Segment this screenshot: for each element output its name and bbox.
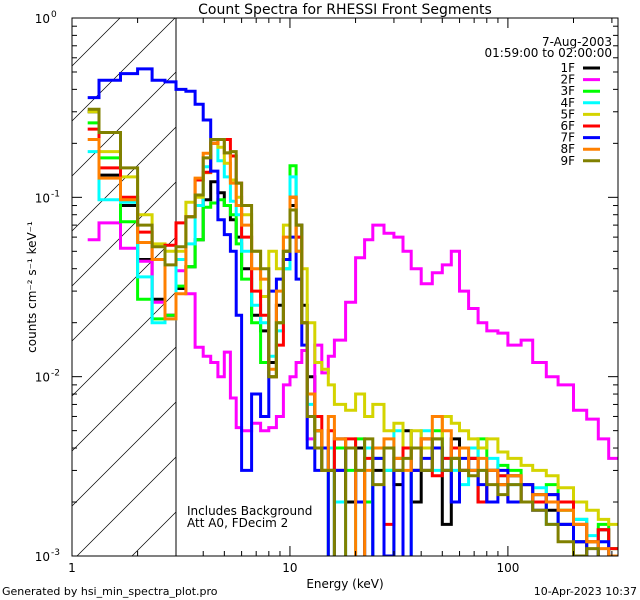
series-9F — [87, 107, 600, 556]
legend-label-8F: 8F — [560, 142, 575, 156]
hatch-line — [76, 456, 176, 556]
y-axis-label: counts cm⁻² s⁻¹ keV⁻¹ — [25, 221, 39, 353]
y-tick-exponent: 0 — [51, 10, 57, 20]
plot-frame — [71, 17, 619, 557]
y-tick-label: 10 — [35, 12, 50, 26]
legend-label-5F: 5F — [560, 107, 575, 121]
series-3F — [87, 121, 618, 556]
hatch-line — [72, 236, 176, 342]
legend-label-1F: 1F — [560, 61, 575, 75]
hatch-line — [72, 401, 176, 507]
legend-label-6F: 6F — [560, 119, 575, 133]
footer-generator: Generated by hsi_min_spectra_plot.pro — [2, 585, 218, 598]
series-2F — [87, 221, 618, 460]
legend-label-7F: 7F — [560, 131, 575, 145]
annotation-background: Includes Background — [187, 504, 312, 518]
legend-label-4F: 4F — [560, 96, 575, 110]
chart-title: Count Spectra for RHESSI Front Segments — [198, 2, 492, 18]
legend-label-9F: 9F — [560, 154, 575, 168]
y-tick-label: 10 — [35, 191, 50, 205]
legend-time-range: 01:59:00 to 02:00:00 — [485, 46, 612, 60]
y-tick-label: 10 — [35, 371, 50, 385]
x-tick-label: 100 — [496, 561, 519, 575]
series-8F — [87, 138, 618, 556]
hatched-region — [0, 0, 176, 556]
hatch-line — [0, 0, 127, 556]
y-tick-exponent: -2 — [51, 369, 60, 379]
hatch-line — [72, 18, 176, 122]
series-1F — [87, 110, 618, 556]
x-axis-label: Energy (keV) — [306, 577, 383, 591]
x-tick-label: 1 — [68, 561, 76, 575]
y-tick-exponent: -3 — [51, 548, 60, 558]
y-tick-label: 10 — [35, 550, 50, 564]
legend-label-3F: 3F — [560, 84, 575, 98]
footer-timestamp: 10-Apr-2023 10:37 — [534, 585, 637, 598]
x-tick-label: 10 — [282, 561, 297, 575]
y-tick-exponent: -1 — [51, 189, 60, 199]
hatch-line — [72, 181, 176, 287]
series-7F — [87, 67, 618, 556]
annotation-attenuator: Att A0, FDecim 2 — [187, 516, 288, 530]
series-6F — [87, 127, 618, 551]
hatch-line — [72, 291, 176, 397]
legend-date: 7-Aug-2003 — [542, 35, 612, 49]
hatch-line — [72, 18, 121, 67]
legend-label-2F: 2F — [560, 73, 575, 87]
